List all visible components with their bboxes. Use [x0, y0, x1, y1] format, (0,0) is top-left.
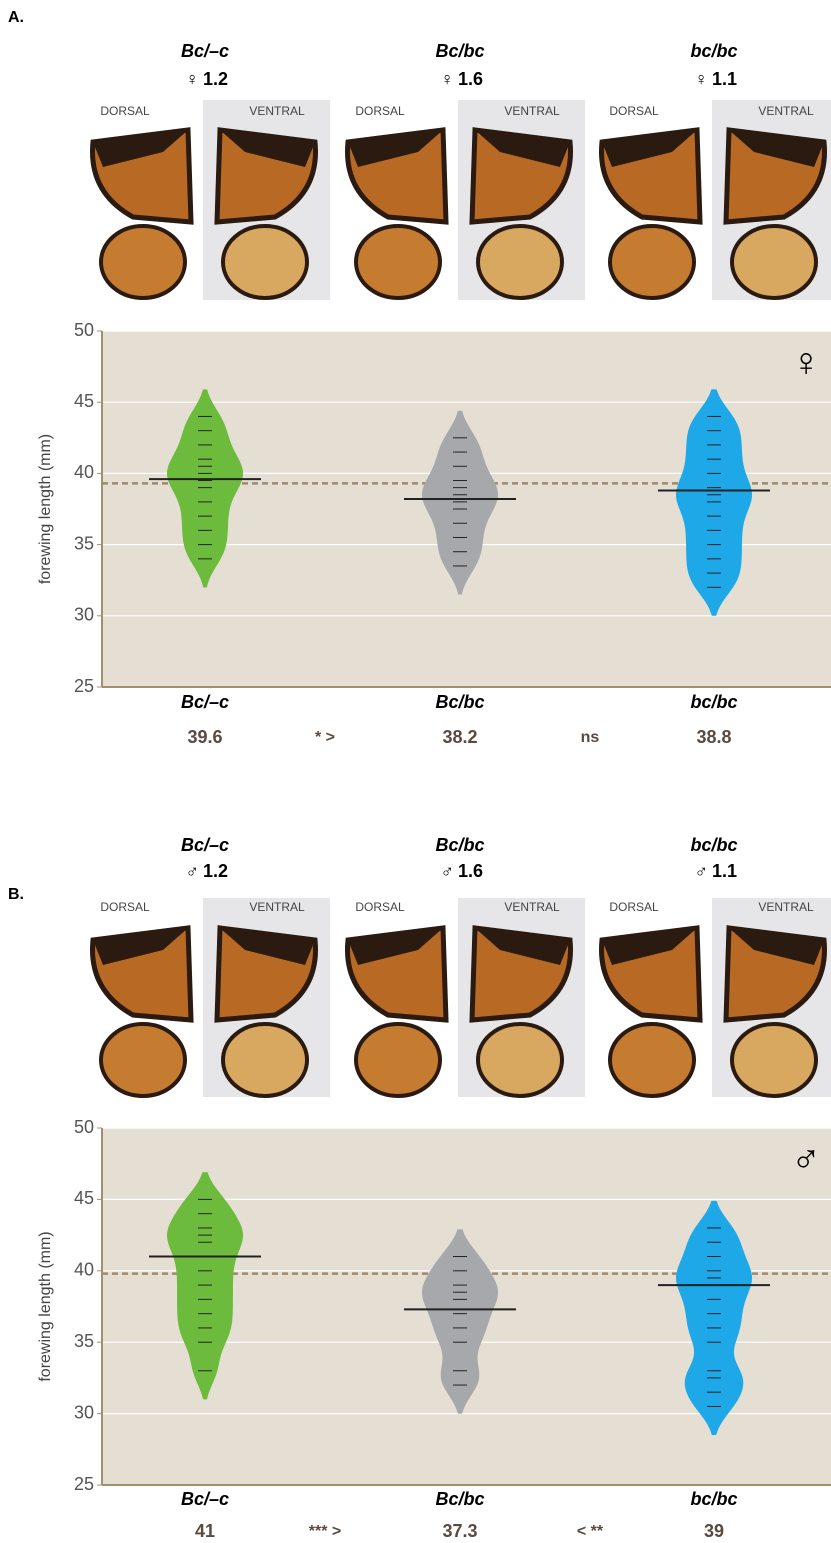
genotype-heading: Bc/bc [435, 41, 484, 61]
genotype-heading: Bc/–c [181, 41, 229, 61]
genotype-heading: bc/bc [690, 41, 737, 61]
sex-ratio: 1.6 [458, 861, 483, 881]
view-label: DORSAL [100, 900, 150, 914]
sex-symbol: ♀ [186, 69, 200, 89]
sex-symbol: ♂ [695, 861, 709, 881]
sex-symbol: ♂ [186, 861, 200, 881]
view-label: DORSAL [355, 104, 405, 118]
comparison-label: ns [581, 729, 600, 746]
y-tick-label: 45 [74, 1188, 94, 1208]
view-label: DORSAL [609, 104, 659, 118]
y-tick-label: 25 [74, 676, 94, 696]
sex-symbol: ♀ [441, 69, 455, 89]
hindwing [101, 226, 185, 298]
comparison-label: < ** [577, 1523, 604, 1540]
y-tick-label: 40 [74, 1260, 94, 1280]
y-tick-label: 50 [74, 320, 94, 340]
panel-label: B. [8, 886, 24, 903]
mean-value-label: 41 [195, 1521, 215, 1541]
genotype-heading: bc/bc [690, 835, 737, 855]
view-label: DORSAL [609, 900, 659, 914]
view-label: VENTRAL [758, 104, 814, 118]
view-label: VENTRAL [504, 900, 560, 914]
category-label: Bc/bc [435, 1489, 484, 1509]
category-label: Bc/–c [181, 1489, 229, 1509]
category-label: Bc/bc [435, 692, 484, 712]
genotype-heading: Bc/bc [435, 835, 484, 855]
sex-ratio: 1.1 [712, 861, 737, 881]
y-tick-label: 40 [74, 462, 94, 482]
y-tick-label: 30 [74, 1402, 94, 1422]
mean-value-label: 39 [704, 1521, 724, 1541]
hindwing [356, 226, 440, 298]
hindwing [356, 1024, 440, 1096]
view-label: DORSAL [100, 104, 150, 118]
hindwing [223, 1024, 307, 1096]
hindwing [732, 226, 816, 298]
category-label: bc/bc [690, 692, 737, 712]
hindwing [101, 1024, 185, 1096]
mean-value-label: 38.2 [442, 727, 477, 747]
genotype-heading: Bc/–c [181, 835, 229, 855]
y-tick-label: 50 [74, 1117, 94, 1137]
y-tick-label: 35 [74, 1331, 94, 1351]
hindwing [610, 226, 694, 298]
comparison-label: *** > [309, 1523, 341, 1540]
y-tick-label: 35 [74, 533, 94, 553]
mean-value-label: 38.8 [696, 727, 731, 747]
category-label: bc/bc [690, 1489, 737, 1509]
mean-value-label: 39.6 [187, 727, 222, 747]
sex-symbol: ♀ [695, 69, 709, 89]
category-label: Bc/–c [181, 692, 229, 712]
view-label: VENTRAL [249, 104, 305, 118]
hindwing [478, 1024, 562, 1096]
y-tick-label: 25 [74, 1474, 94, 1494]
view-label: VENTRAL [758, 900, 814, 914]
y-tick-label: 30 [74, 605, 94, 625]
y-axis-label: forewing length (mm) [37, 434, 54, 584]
sex-ratio: 1.2 [203, 69, 228, 89]
y-axis-label: forewing length (mm) [37, 1231, 54, 1381]
hindwing [610, 1024, 694, 1096]
sex-ratio: 1.1 [712, 69, 737, 89]
sex-ratio: 1.2 [203, 861, 228, 881]
panel-label: A. [8, 9, 24, 26]
view-label: DORSAL [355, 900, 405, 914]
sex-symbol: ♂ [441, 861, 455, 881]
figure: A.Bc/–c♀1.2DORSALVENTRALBc/bc♀1.6DORSALV… [0, 0, 831, 1543]
sex-symbol: ♀ [791, 341, 821, 385]
comparison-label: * > [315, 729, 335, 746]
sex-symbol: ♂ [791, 1138, 821, 1182]
view-label: VENTRAL [504, 104, 560, 118]
hindwing [478, 226, 562, 298]
sex-ratio: 1.6 [458, 69, 483, 89]
mean-value-label: 37.3 [442, 1521, 477, 1541]
y-tick-label: 45 [74, 391, 94, 411]
hindwing [223, 226, 307, 298]
view-label: VENTRAL [249, 900, 305, 914]
hindwing [732, 1024, 816, 1096]
